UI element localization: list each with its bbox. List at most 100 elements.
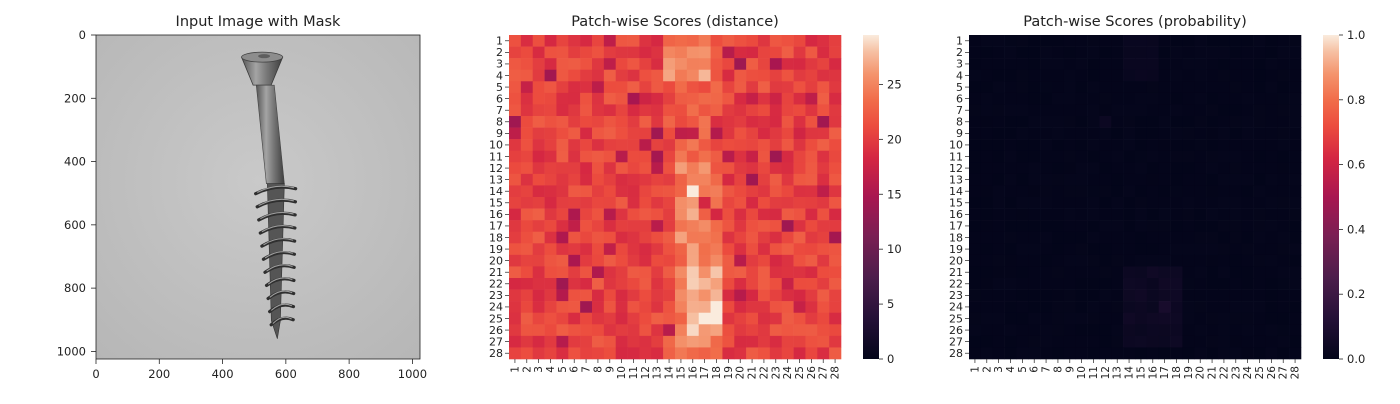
heatmap-cell: [1099, 197, 1112, 209]
heatmap-cell: [592, 301, 605, 314]
heatmap-cell: [675, 197, 688, 209]
heatmap-cell: [1265, 220, 1278, 233]
row-tick-label: 24: [949, 301, 963, 314]
heatmap-cell: [1289, 335, 1302, 348]
heatmap-cell: [1218, 254, 1231, 267]
heatmap-cell: [520, 150, 534, 163]
screw-thread-highlight: [266, 264, 293, 272]
heatmap-cell: [556, 324, 569, 337]
heatmap-cell: [663, 116, 676, 128]
colorbar-tick-label: 0.4: [1347, 222, 1365, 236]
heatmap-cell: [805, 312, 818, 325]
screw-thread-highlight: [269, 290, 293, 298]
heatmap-cell: [592, 197, 605, 209]
heatmap-cell: [1194, 197, 1207, 209]
heatmap-cell: [817, 289, 830, 302]
heatmap-cell: [1253, 266, 1266, 279]
heatmap-cell: [722, 116, 735, 128]
heatmap-cell: [1277, 208, 1290, 221]
heatmap-cell: [817, 312, 830, 325]
heatmap-cell: [734, 162, 747, 175]
heatmap-cell: [544, 162, 557, 175]
heatmap-cell: [651, 185, 664, 198]
heatmap-cell: [1099, 69, 1112, 82]
heatmap-cell: [1016, 116, 1029, 128]
heatmap-cell: [1063, 197, 1077, 209]
heatmap-cell: [1170, 243, 1183, 256]
heatmap-cell: [734, 81, 747, 94]
heatmap-cell: [817, 208, 830, 221]
heatmap-cell: [1075, 243, 1088, 256]
heatmap-cell: [746, 324, 759, 337]
heatmap-cell: [793, 58, 806, 71]
heatmap-cell: [639, 69, 652, 82]
heatmap-cell: [509, 347, 522, 360]
heatmap-cell: [675, 127, 688, 140]
heatmap-cell: [1040, 347, 1053, 360]
heatmap-cell: [980, 289, 994, 302]
heatmap-cell: [734, 92, 747, 105]
heatmap-cell: [805, 335, 818, 348]
heatmap-cell: [1229, 139, 1243, 152]
heatmap-cell: [1170, 162, 1183, 175]
heatmap-cell: [615, 58, 628, 71]
heatmap-cell: [722, 208, 735, 221]
col-tick-label: 23: [770, 366, 782, 379]
heatmap-cell: [520, 243, 534, 256]
heatmap-cell: [615, 335, 628, 348]
heatmap-cell: [1170, 127, 1183, 140]
heatmap-cell: [1004, 81, 1017, 94]
heatmap-cell: [1241, 208, 1254, 221]
heatmap-cell: [1075, 35, 1088, 47]
heatmap-cell: [639, 347, 652, 360]
heatmap-cell: [1253, 254, 1266, 267]
panel1-title: Input Image with Mask: [176, 14, 341, 30]
heatmap-cell: [1099, 289, 1112, 302]
heatmap-cell: [568, 220, 581, 233]
heatmap-cell: [1289, 69, 1302, 82]
heatmap-cell: [980, 150, 994, 163]
heatmap-cell: [592, 92, 605, 105]
heatmap-cell: [1158, 197, 1171, 209]
heatmap-cell: [722, 335, 735, 348]
col-tick-label: 9: [604, 366, 616, 373]
heatmap-cell: [710, 335, 723, 348]
heatmap-cell: [556, 162, 569, 175]
heatmap-cell: [829, 35, 842, 47]
heatmap-cell: [1052, 173, 1065, 186]
heatmap-cell: [969, 231, 982, 244]
row-tick-label: 18: [489, 231, 503, 244]
heatmap-cell: [663, 185, 676, 198]
heatmap-cell: [1265, 162, 1278, 175]
heatmap-cell: [1028, 301, 1041, 314]
heatmap-cell: [1265, 312, 1278, 325]
heatmap-cell: [1194, 139, 1207, 152]
heatmap-cell: [1277, 335, 1290, 348]
row-tick-label: 12: [949, 162, 963, 175]
heatmap-cell: [615, 324, 628, 337]
heatmap-cell: [710, 301, 723, 314]
heatmap-cell: [639, 150, 652, 163]
screw-thread: [254, 185, 298, 196]
heatmap-cell: [769, 104, 783, 117]
row-tick-label: 2: [496, 46, 503, 59]
heatmap-cell: [1194, 162, 1207, 175]
heatmap-cell: [627, 35, 640, 47]
heatmap-cell: [769, 139, 783, 152]
heatmap-cell: [532, 162, 545, 175]
heatmap-cell: [1182, 162, 1195, 175]
heatmap-cell: [992, 208, 1005, 221]
heatmap-cell: [544, 185, 557, 198]
heatmap-cell: [1182, 220, 1195, 233]
heatmap-cell: [663, 335, 676, 348]
heatmap-cell: [592, 335, 605, 348]
heatmap-cell: [1218, 231, 1231, 244]
col-tick-label: 14: [664, 366, 676, 380]
heatmap-cell: [793, 301, 806, 314]
heatmap-cell: [1040, 69, 1053, 82]
heatmap-cell: [1016, 312, 1029, 325]
heatmap-cell: [1135, 254, 1148, 267]
heatmap-cell: [1289, 127, 1302, 140]
heatmap-cell: [556, 301, 569, 314]
heatmap-cell: [1135, 208, 1148, 221]
